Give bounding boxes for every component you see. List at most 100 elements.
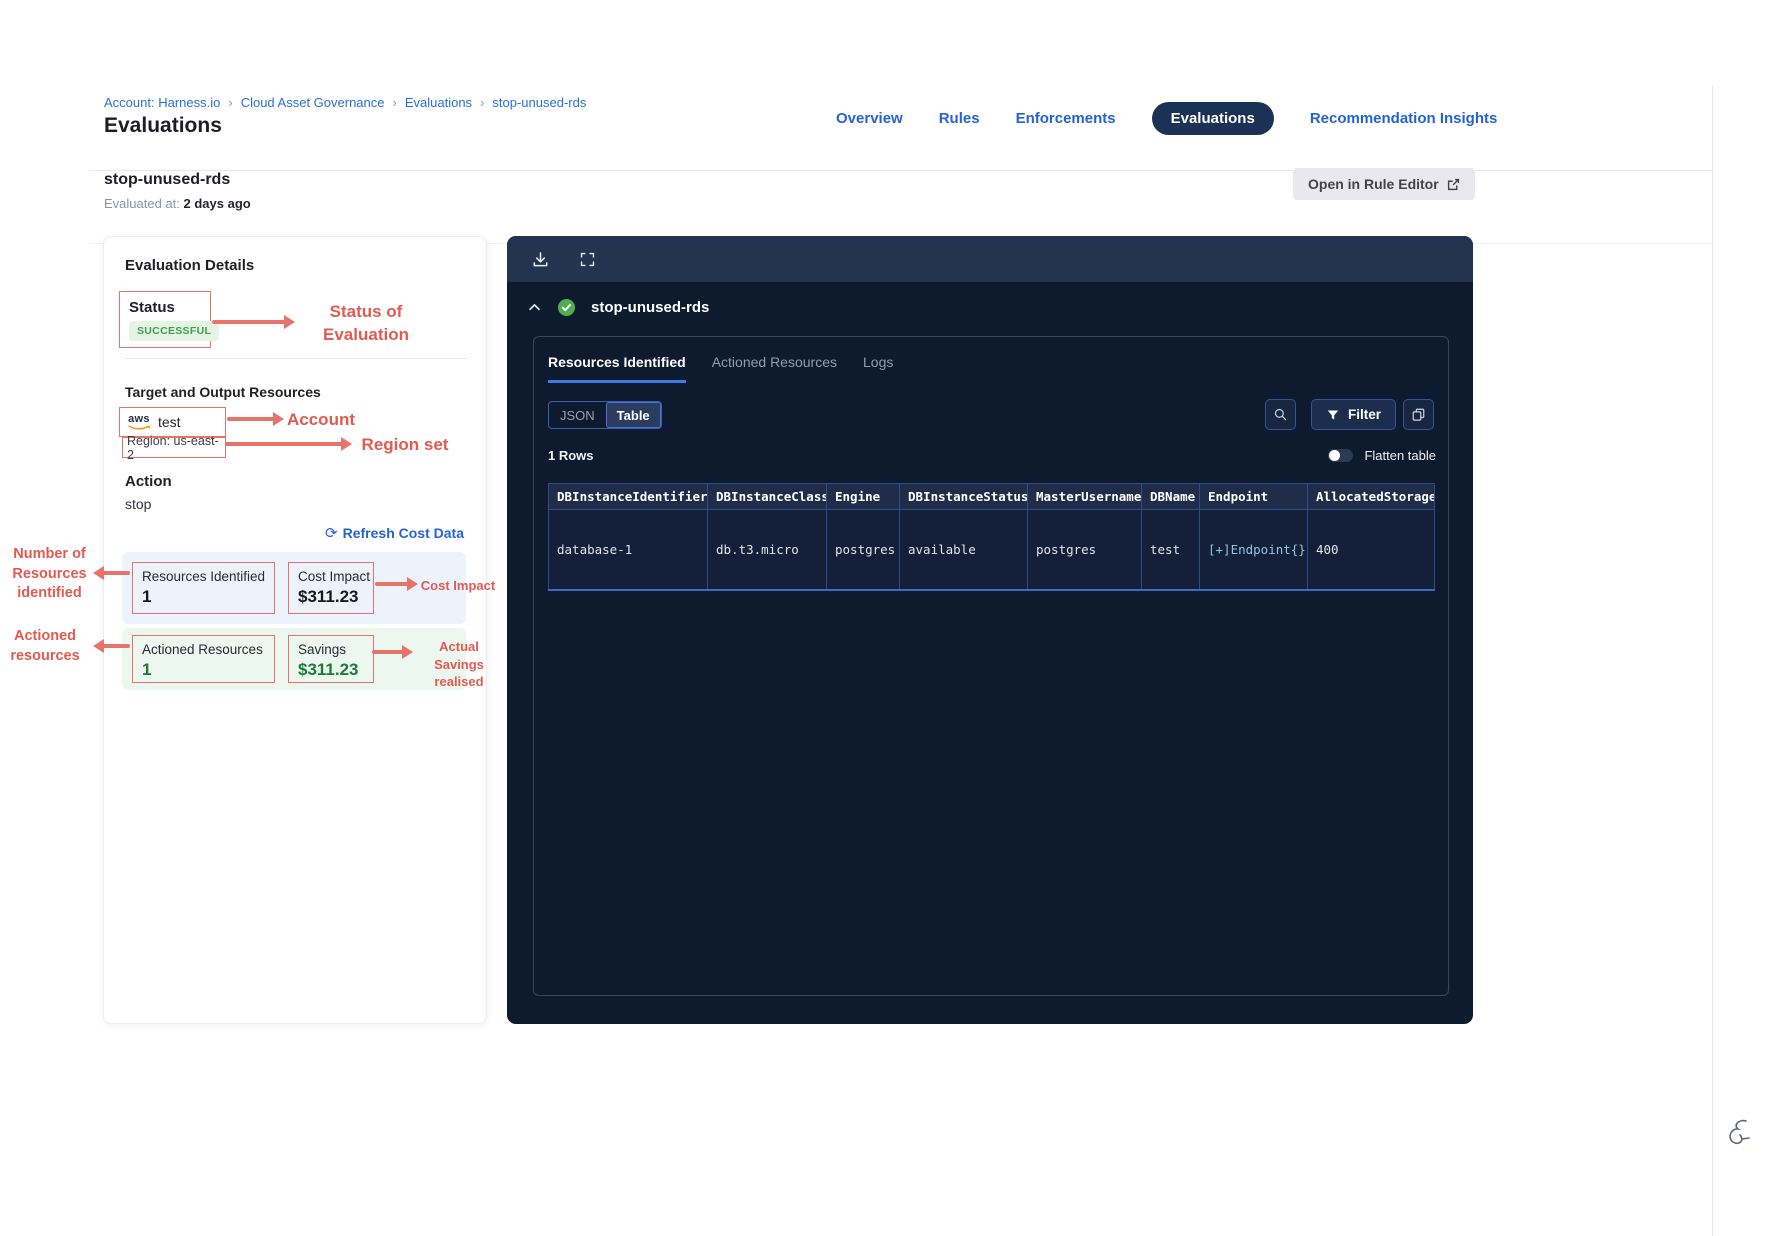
table-row: database-1 db.t3.micro postgres availabl… — [548, 509, 1435, 590]
refresh-cost-data-link[interactable]: ⟳ Refresh Cost Data — [325, 524, 464, 542]
page-right-border — [1712, 85, 1713, 1236]
copy-button[interactable] — [1403, 399, 1434, 430]
external-link-icon — [1447, 178, 1460, 191]
header-divider — [90, 170, 1712, 171]
flatten-table-label: Flatten table — [1364, 448, 1436, 463]
console-rule-title: stop-unused-rds — [591, 299, 710, 316]
tab-resources-identified[interactable]: Resources Identified — [548, 354, 686, 383]
console-toolbar — [507, 236, 1473, 282]
actioned-stats-panel: Actioned Resources 1 Savings $311.23 — [122, 628, 466, 690]
evaluation-details-card: Evaluation Details Status SUCCESSFUL Tar… — [103, 236, 487, 1024]
actioned-annotation-label: Actioned resources — [10, 628, 80, 664]
scribble-mark — [1722, 1115, 1756, 1164]
region-annotation-label: Region set — [361, 435, 449, 454]
refresh-icon: ⟳ — [325, 525, 338, 542]
evaluation-console-panel: stop-unused-rds Resources Identified Act… — [507, 236, 1473, 1024]
cell-dbinstanceclass: db.t3.micro — [707, 509, 827, 590]
evaluated-at: Evaluated at: 2 days ago — [104, 196, 251, 211]
account-annotation-label: Account — [287, 410, 355, 429]
breadcrumb-separator: › — [392, 95, 397, 110]
tab-logs[interactable]: Logs — [863, 354, 894, 370]
rule-name-title: stop-unused-rds — [104, 171, 231, 188]
account-box: aws test — [119, 407, 226, 437]
search-button[interactable] — [1265, 399, 1296, 430]
resources-identified-label: Resources Identified — [142, 569, 266, 584]
breadcrumb-separator: › — [228, 95, 233, 110]
cost-impact-label: Cost Impact — [298, 569, 371, 584]
resources-table: DBInstanceIdentifier DBInstanceClass Eng… — [548, 483, 1435, 591]
cell-dbinstancestatus: available — [899, 509, 1028, 590]
cell-masterusername: postgres — [1027, 509, 1142, 590]
col-engine[interactable]: Engine — [826, 483, 900, 510]
breadcrumb-evaluations[interactable]: Evaluations — [404, 95, 473, 110]
filter-button[interactable]: Filter — [1311, 399, 1397, 430]
savings-annotation-label: Actual Savings realised — [434, 639, 484, 690]
col-masterusername[interactable]: MasterUsername — [1027, 483, 1142, 510]
fullscreen-icon[interactable] — [579, 251, 596, 268]
breadcrumb: Account: Harness.io › Cloud Asset Govern… — [104, 95, 586, 110]
tab-overview[interactable]: Overview — [836, 110, 903, 127]
download-icon[interactable] — [531, 250, 550, 269]
col-endpoint[interactable]: Endpoint — [1199, 483, 1308, 510]
view-json-option[interactable]: JSON — [560, 407, 595, 423]
cost-impact-annotation-arrow — [375, 582, 409, 586]
evaluated-at-label: Evaluated at: — [104, 196, 180, 211]
col-dbname[interactable]: DBName — [1141, 483, 1200, 510]
tab-rules[interactable]: Rules — [938, 110, 980, 127]
status-badge: SUCCESSFUL — [129, 321, 220, 341]
cost-impact-stat: Cost Impact $311.23 — [288, 562, 374, 614]
toggle-track[interactable] — [1328, 449, 1354, 462]
col-dbinstanceclass[interactable]: DBInstanceClass — [707, 483, 827, 510]
top-nav: Overview Rules Enforcements Evaluations … — [836, 102, 1497, 135]
tab-evaluations[interactable]: Evaluations — [1151, 102, 1274, 135]
actioned-resources-stat: Actioned Resources 1 — [132, 635, 275, 683]
status-box: Status SUCCESSFUL — [119, 291, 220, 348]
breadcrumb-account[interactable]: Account: Harness.io — [104, 95, 221, 110]
status-annotation-arrow — [212, 320, 286, 324]
status-annotation-label: Status of Evaluation — [323, 302, 409, 344]
view-table-option[interactable]: Table — [605, 402, 661, 428]
savings-label: Savings — [298, 642, 347, 657]
toggle-knob — [1329, 450, 1341, 461]
rows-summary: 1 Rows Flatten table — [548, 447, 1436, 467]
savings-stat: Savings $311.23 — [288, 635, 374, 683]
details-divider — [125, 358, 467, 359]
cost-impact-value: $311.23 — [298, 587, 359, 606]
filter-label: Filter — [1348, 407, 1382, 422]
view-mode-toggle: JSON Table — [548, 401, 662, 429]
region-chip: Region: us-east-2 — [122, 434, 226, 462]
results-controls: JSON Table Filter — [548, 399, 1436, 431]
savings-value: $311.23 — [298, 660, 359, 679]
aws-logo-word: aws — [128, 412, 150, 425]
flatten-table-toggle[interactable]: Flatten table — [1328, 448, 1436, 463]
success-check-icon — [557, 298, 576, 317]
open-rule-editor-button[interactable]: Open in Rule Editor — [1293, 168, 1475, 200]
col-dbinstancestatus[interactable]: DBInstanceStatus — [899, 483, 1028, 510]
action-label: Action — [125, 473, 172, 490]
tab-enforcements[interactable]: Enforcements — [1015, 110, 1116, 127]
cell-endpoint-expandable[interactable]: [+]Endpoint{} — [1199, 509, 1308, 590]
col-allocatedstorage[interactable]: AllocatedStorage — [1307, 483, 1435, 510]
collapse-chevron-icon[interactable] — [527, 300, 542, 315]
action-value: stop — [125, 496, 152, 512]
actioned-annotation-arrow — [102, 644, 130, 648]
open-rule-editor-label: Open in Rule Editor — [1308, 176, 1439, 192]
actioned-resources-value: 1 — [142, 660, 152, 679]
results-card: Resources Identified Actioned Resources … — [533, 336, 1449, 996]
page-title: Evaluations — [104, 114, 222, 137]
results-tabs: Resources Identified Actioned Resources … — [548, 354, 893, 383]
cell-allocatedstorage: 400 — [1307, 509, 1435, 590]
account-annotation-arrow — [227, 417, 275, 421]
breadcrumb-separator: › — [480, 95, 485, 110]
breadcrumb-rule[interactable]: stop-unused-rds — [492, 95, 587, 110]
region-annotation-arrow — [225, 442, 343, 446]
col-dbinstanceidentifier[interactable]: DBInstanceIdentifier — [548, 483, 708, 510]
cost-impact-annotation-label: Cost Impact — [420, 578, 496, 593]
status-label: Status — [129, 299, 175, 316]
tab-recommendation-insights[interactable]: Recommendation Insights — [1309, 110, 1498, 127]
resources-annotation-arrow — [102, 571, 130, 575]
tab-actioned-resources[interactable]: Actioned Resources — [711, 354, 837, 370]
cell-engine: postgres — [826, 509, 900, 590]
savings-annotation-arrow — [372, 650, 404, 654]
breadcrumb-governance[interactable]: Cloud Asset Governance — [240, 95, 385, 110]
